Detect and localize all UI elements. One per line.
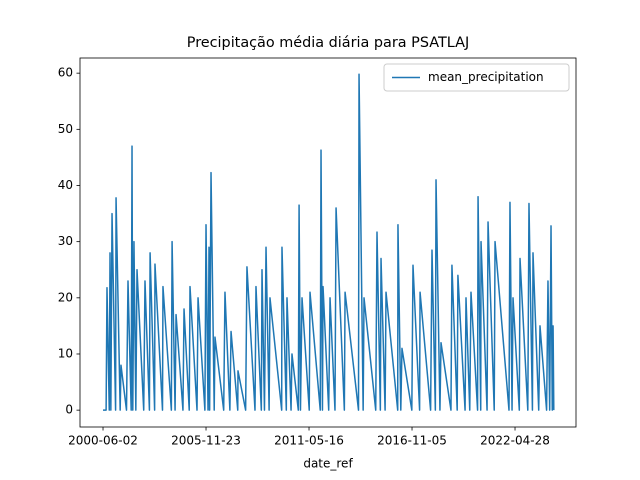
x-tick-label: 2016-11-05 (377, 434, 447, 448)
y-tick-label: 20 (58, 290, 73, 304)
y-tick-label: 0 (65, 403, 73, 417)
y-tick-label: 10 (58, 346, 73, 360)
x-tick-label: 2005-11-23 (171, 434, 241, 448)
axes-frame (79, 57, 577, 428)
x-tick-label: 2011-05-16 (274, 434, 344, 448)
legend-box (383, 63, 570, 92)
x-axis-label: date_ref (303, 457, 353, 471)
x-tick-label: 2000-06-02 (68, 434, 138, 448)
y-tick-label: 50 (58, 122, 73, 136)
legend-label: mean_precipitation (428, 70, 544, 84)
line (103, 73, 555, 411)
chart-title: Precipitação média diária para PSATLAJ (187, 35, 469, 51)
y-tick-label: 40 (58, 178, 73, 192)
y-tick-label: 30 (58, 234, 73, 248)
x-tick-label: 2022-04-28 (480, 434, 550, 448)
y-tick-label: 60 (58, 66, 73, 80)
